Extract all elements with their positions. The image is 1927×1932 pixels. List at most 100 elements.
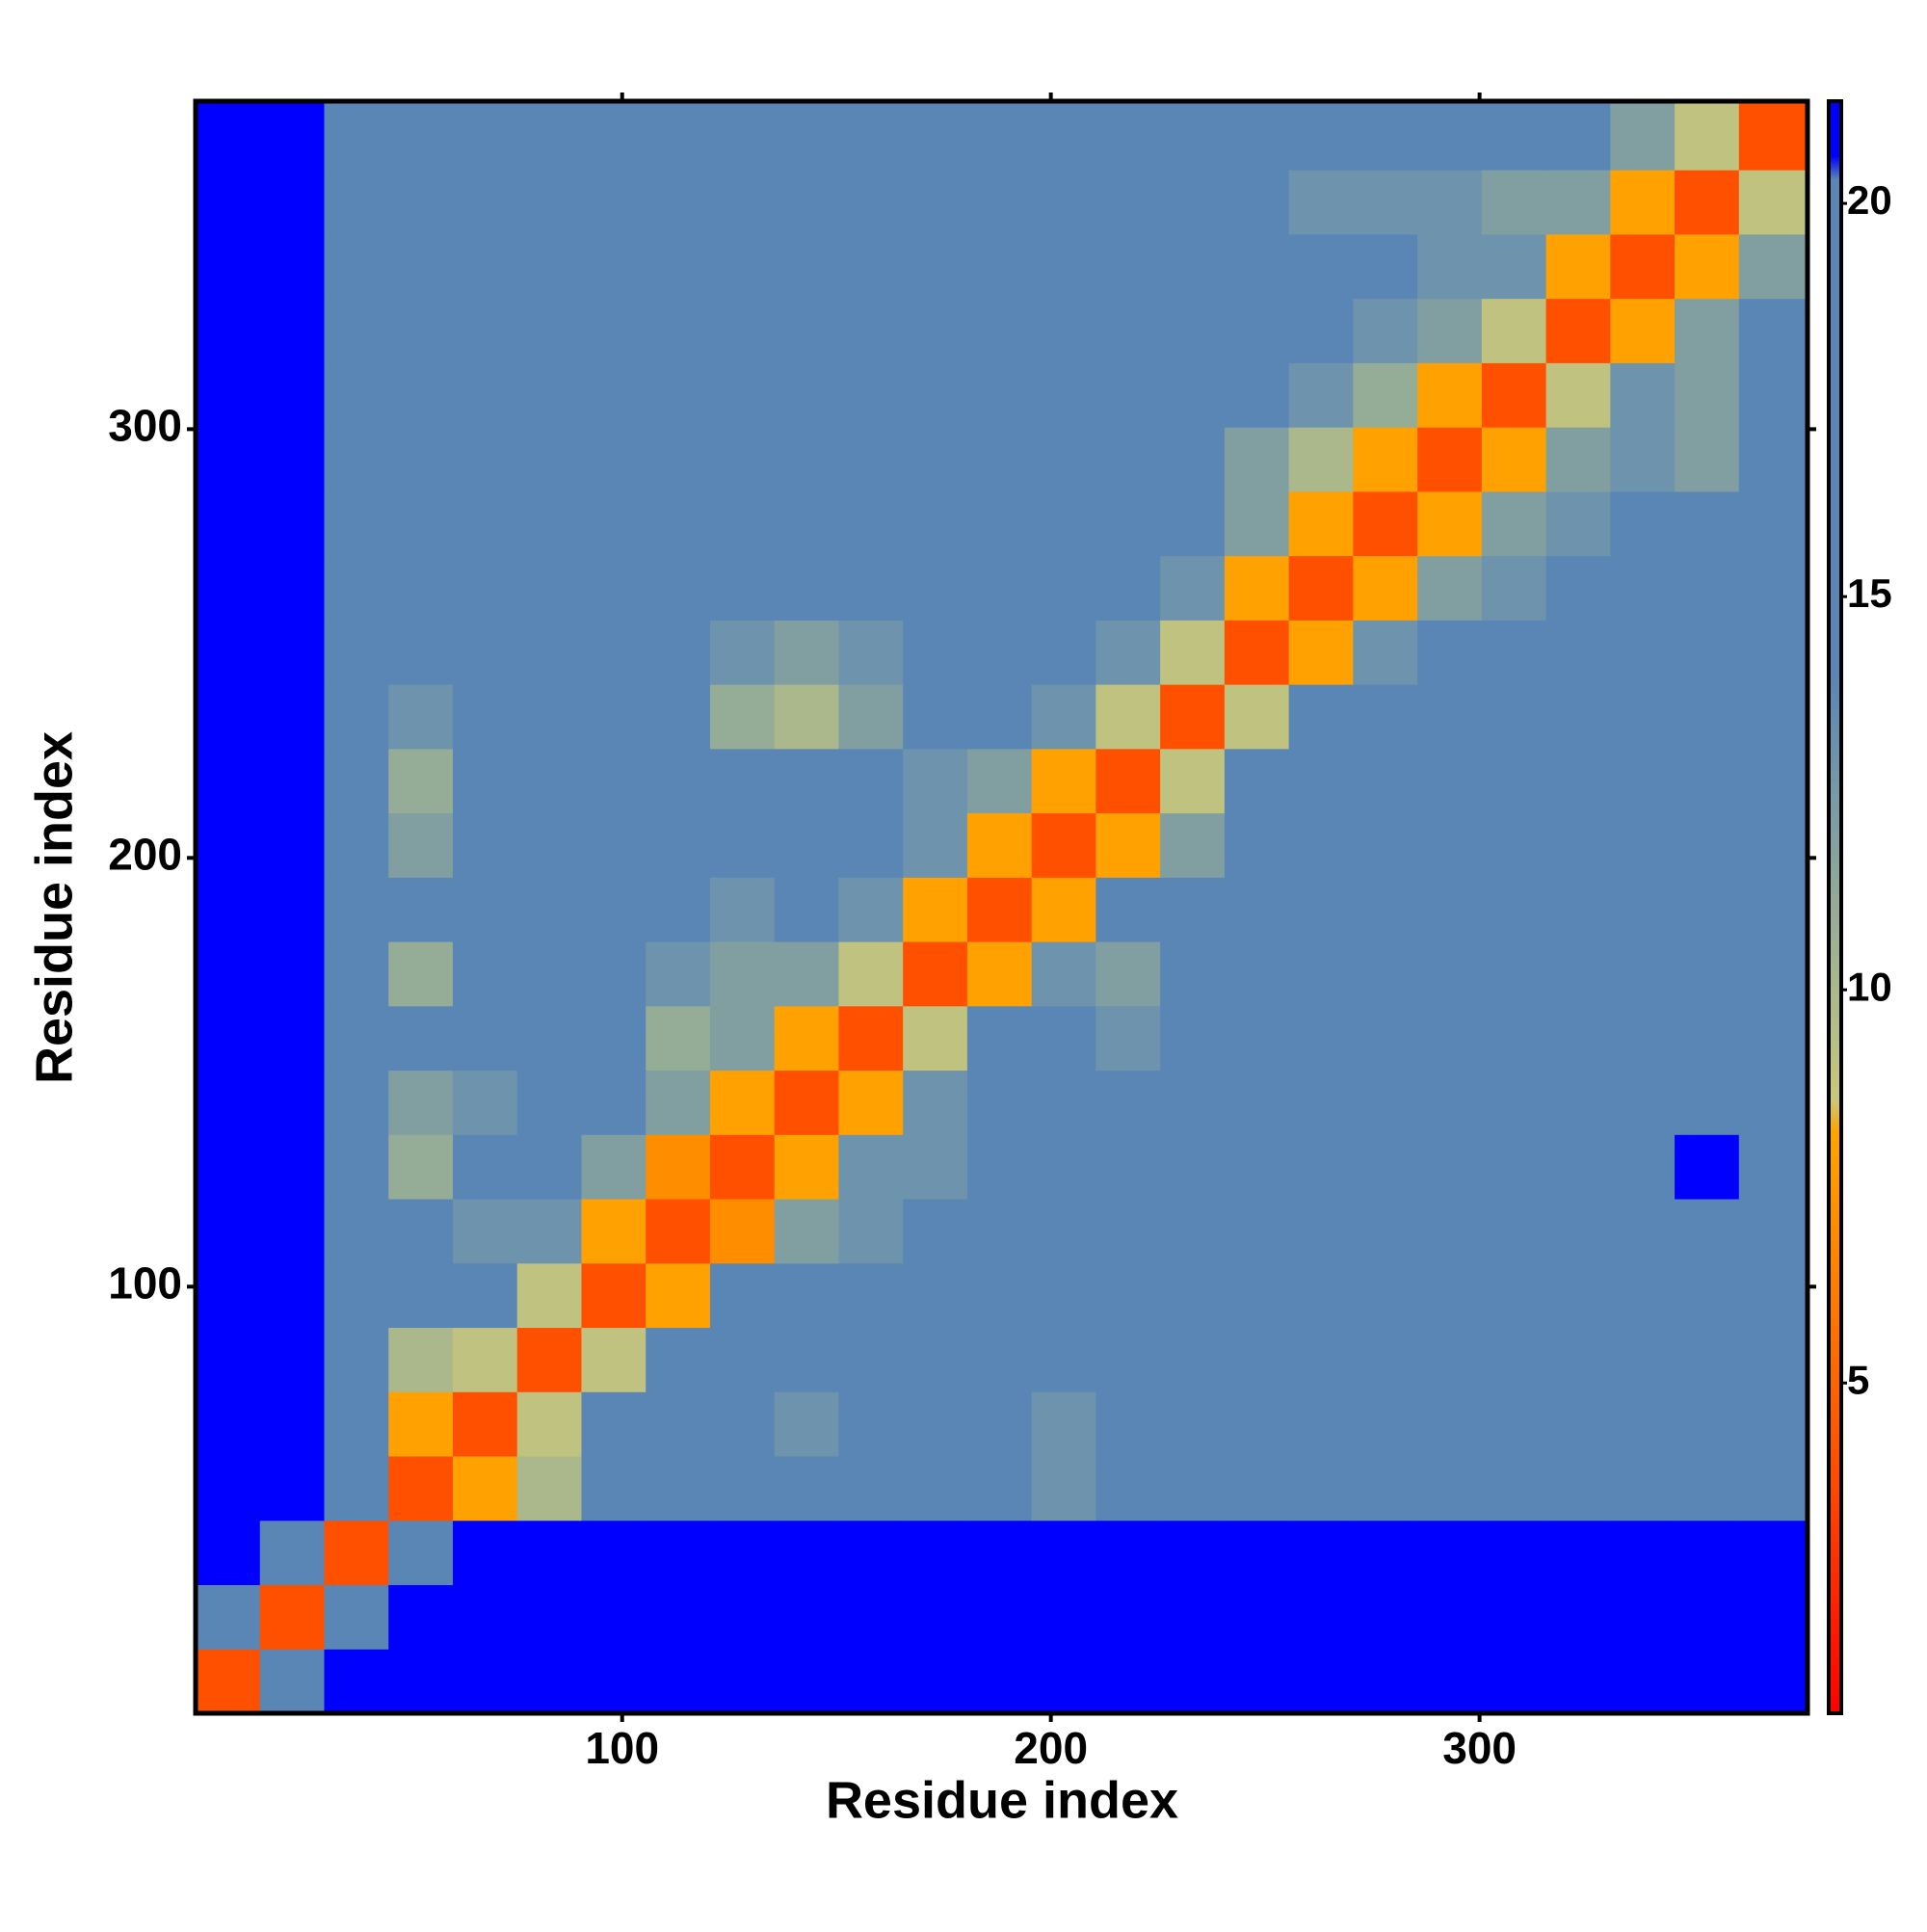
heatmap-cell [1095, 812, 1161, 878]
heatmap-cell [324, 427, 389, 492]
heatmap-cell [774, 748, 839, 814]
heatmap-cell [1224, 1649, 1290, 1714]
heatmap-cell [646, 101, 711, 171]
heatmap-cell [838, 684, 904, 750]
heatmap-cell [324, 1391, 389, 1457]
heatmap-cell [966, 1327, 1033, 1392]
heatmap-cell [1031, 490, 1096, 557]
heatmap-cell [1417, 941, 1483, 1007]
heatmap-cell [774, 427, 839, 492]
heatmap-cell [1481, 1520, 1547, 1586]
heatmap-cell [1610, 748, 1676, 814]
heatmap-cell [1545, 620, 1611, 685]
heatmap-cell [1417, 684, 1483, 750]
heatmap-cell [774, 941, 839, 1007]
heatmap-cell [709, 170, 776, 235]
heatmap-cell [196, 427, 261, 492]
heatmap-cell [709, 490, 776, 557]
heatmap-cell [388, 620, 454, 685]
heatmap-cell [1610, 620, 1676, 685]
heatmap-cell [1738, 555, 1808, 621]
heatmap-cell [1675, 101, 1740, 171]
heatmap-cell [1738, 1327, 1808, 1392]
heatmap-cell [324, 1070, 389, 1135]
heatmap-cell [1031, 1070, 1096, 1135]
heatmap-cell [838, 555, 904, 621]
heatmap-cell [1417, 1327, 1483, 1392]
heatmap-cell [196, 555, 261, 621]
heatmap-cell [709, 1070, 776, 1135]
heatmap-cell [581, 1199, 647, 1264]
heatmap-cell [1675, 620, 1740, 685]
heatmap-cell [1610, 362, 1676, 428]
heatmap-cell [1095, 233, 1161, 300]
heatmap-cell [838, 1134, 904, 1200]
heatmap-cell [516, 620, 582, 685]
heatmap-cell [581, 555, 647, 621]
heatmap-cell [838, 170, 904, 235]
heatmap-cell [966, 941, 1033, 1007]
heatmap-cell [1160, 1199, 1226, 1264]
heatmap-cell [1160, 427, 1226, 492]
heatmap-cell [903, 555, 968, 621]
heatmap-cell [516, 1134, 582, 1200]
heatmap-cell [388, 1134, 454, 1200]
heatmap-cell [581, 490, 647, 557]
heatmap-cell [1288, 1070, 1354, 1135]
heatmap-cell [1160, 812, 1226, 878]
heatmap-cell [1224, 1070, 1290, 1135]
heatmap-cell [388, 170, 454, 235]
heatmap-cell [581, 1584, 647, 1650]
heatmap-cell [196, 1391, 261, 1457]
heatmap-cell [1675, 298, 1740, 363]
y-tick-label: 300 [108, 401, 182, 451]
heatmap-cell [1675, 233, 1740, 300]
heatmap-cell [452, 1134, 518, 1200]
heatmap-cell [1675, 1199, 1740, 1264]
heatmap-cell [452, 101, 518, 171]
heatmap-cell [838, 1391, 904, 1457]
heatmap-cell [903, 941, 968, 1007]
heatmap-cell [903, 1520, 968, 1586]
heatmap-cell [452, 748, 518, 814]
heatmap-cell [709, 1134, 776, 1200]
heatmap-cell [1353, 748, 1418, 814]
heatmap-cell [1675, 1649, 1740, 1714]
heatmap-cell [774, 298, 839, 363]
heatmap-cell [1738, 877, 1808, 942]
heatmap-cell [259, 877, 325, 942]
heatmap-cell [966, 1584, 1033, 1650]
heatmap-cell [1610, 1134, 1676, 1200]
heatmap-cell [1160, 170, 1226, 235]
heatmap-cell [774, 812, 839, 878]
heatmap-cell [1481, 298, 1547, 363]
heatmap-cell [1160, 1584, 1226, 1650]
heatmap-cell [516, 1391, 582, 1457]
heatmap-cell [1417, 1584, 1483, 1650]
colorbar-tick-label: 5 [1847, 1357, 1869, 1402]
heatmap-cell [646, 233, 711, 300]
heatmap-cell [1095, 1327, 1161, 1392]
heatmap-cell [1610, 1327, 1676, 1392]
heatmap-cell [1031, 1199, 1096, 1264]
heatmap-cell [1095, 1456, 1161, 1522]
heatmap-cell [1288, 1005, 1354, 1072]
heatmap-cell [1738, 684, 1808, 750]
heatmap-cell [324, 555, 389, 621]
heatmap-cell [324, 684, 389, 750]
heatmap-cell [1353, 362, 1418, 428]
heatmap-cell [1353, 1456, 1418, 1522]
heatmap-cell [196, 1584, 261, 1650]
heatmap-cell [1675, 427, 1740, 492]
heatmap-cell [388, 362, 454, 428]
heatmap-cell [646, 1391, 711, 1457]
heatmap-cell [1288, 1456, 1354, 1522]
heatmap-cell [903, 1134, 968, 1200]
heatmap-cell [388, 1327, 454, 1392]
heatmap-cell [1353, 684, 1418, 750]
y-tick-label: 200 [108, 829, 182, 879]
heatmap-cell [838, 362, 904, 428]
heatmap-cell [388, 1456, 454, 1522]
heatmap-cell [1353, 1262, 1418, 1329]
